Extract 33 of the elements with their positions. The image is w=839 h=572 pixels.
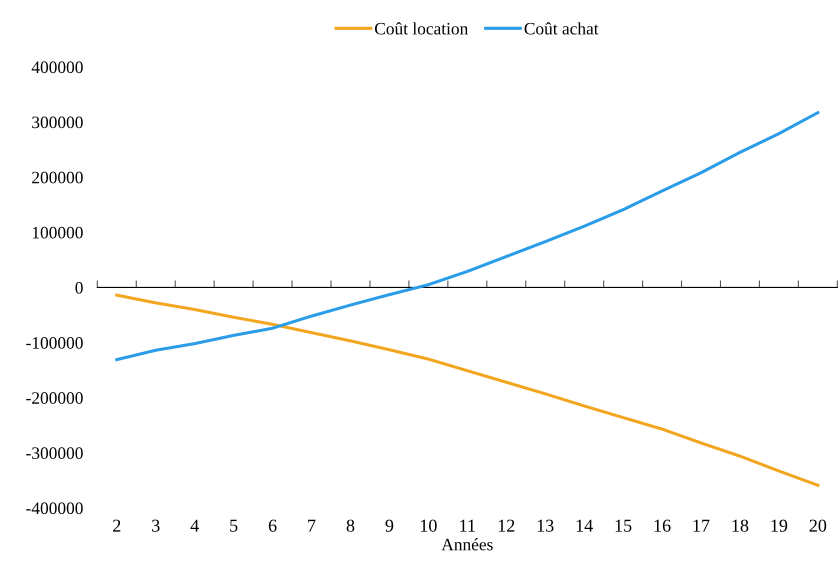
y-tick-label: 0 [75, 282, 83, 294]
y-tick-label: -400000 [26, 502, 83, 514]
x-tick-label: 6 [268, 520, 277, 532]
line-series [115, 111, 820, 362]
x-tick-label: 3 [152, 520, 160, 532]
x-tick-label: 2 [113, 520, 120, 532]
x-tick-label: 17 [694, 520, 710, 532]
x-tick-label: 13 [538, 520, 554, 532]
y-tick-label: -300000 [26, 447, 83, 460]
line-series [115, 294, 820, 487]
x-tick-label: 15 [616, 520, 632, 532]
y-tick-label: -100000 [26, 337, 83, 349]
x-tick-label: 4 [190, 520, 199, 532]
y-tick-label: 100000 [32, 226, 83, 238]
y-tick-label: -200000 [26, 392, 83, 404]
x-tick-label: 20 [810, 520, 826, 532]
y-tick-label: 400000 [32, 61, 83, 74]
x-tick-label: 12 [498, 520, 514, 532]
x-tick-label: 8 [346, 520, 354, 532]
legend-label: Coût achat [524, 22, 598, 35]
x-tick-label: 14 [576, 520, 593, 532]
x-tick-label: 16 [654, 520, 671, 532]
x-tick-label: 10 [420, 520, 437, 532]
x-axis-title: Années [441, 538, 493, 550]
x-tick-label: 19 [771, 520, 788, 532]
x-tick-label: 11 [460, 520, 475, 532]
y-tick-label: 200000 [32, 172, 83, 184]
y-tick-label: 300000 [32, 116, 83, 128]
legend-label: Coût location [374, 22, 468, 35]
x-tick-label: 18 [732, 520, 748, 532]
x-tick-label: 9 [385, 520, 394, 532]
x-tick-label: 5 [230, 520, 238, 532]
x-tick-label: 7 [308, 520, 316, 532]
